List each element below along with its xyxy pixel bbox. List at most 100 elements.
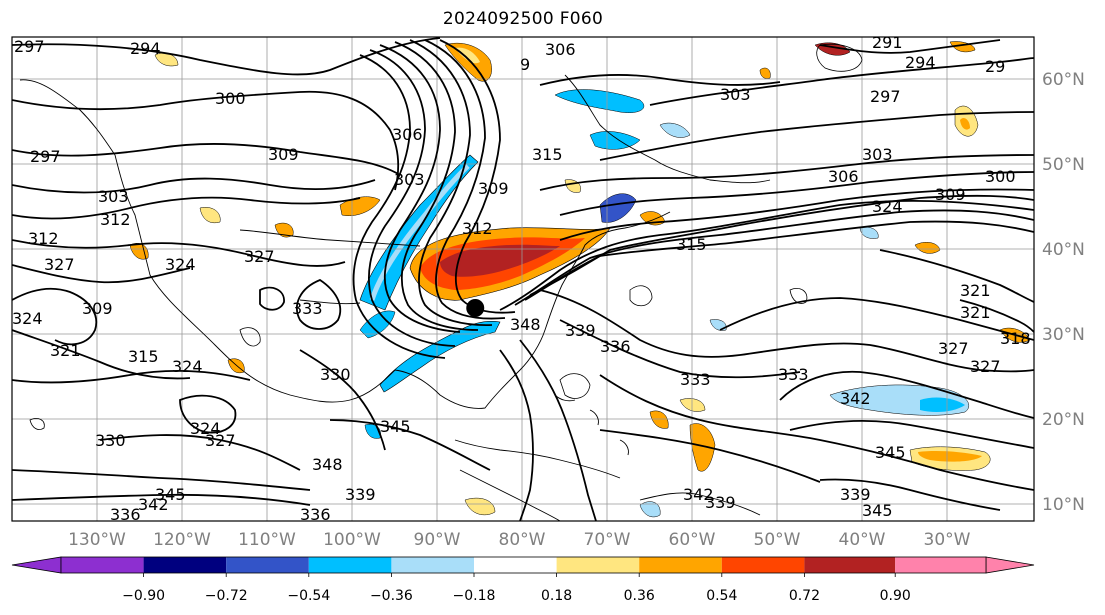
colorbar-tick-label: −0.90: [122, 588, 165, 604]
contour-label: 321: [960, 303, 991, 322]
colorbar-swatch: [226, 557, 309, 573]
contour-label: 315: [532, 145, 563, 164]
contour-label: 342: [138, 495, 169, 514]
contour-label: 330: [95, 431, 126, 450]
lon-label-120w: 120°W: [153, 530, 211, 550]
colorbar: −0.90 −0.72 −0.54 −0.36 −0.18 0.18 0.36 …: [11, 556, 1035, 604]
contour-label: 327: [44, 255, 75, 274]
lat-label-50n: 50°N: [1042, 155, 1085, 175]
colorbar-swatch: [391, 557, 474, 573]
contour-label: 339: [565, 321, 596, 340]
contour-label: 324: [172, 357, 203, 376]
storm-center-marker: [466, 299, 485, 317]
contour-label: 300: [985, 167, 1016, 186]
colorbar-tick-label: 0.36: [624, 588, 655, 604]
contour-label: 297: [14, 37, 45, 56]
contour-label: 333: [680, 370, 711, 389]
lon-label-60w: 60°W: [669, 530, 716, 550]
contour-label: 303: [862, 145, 893, 164]
contour-label: 309: [935, 185, 966, 204]
contour-label: 291: [872, 33, 903, 52]
colorbar-min-extend: [11, 556, 62, 574]
latitude-labels: 60°N 50°N 40°N 30°N 20°N 10°N: [1042, 70, 1085, 515]
contour-label: 327: [970, 357, 1001, 376]
contour-label: 336: [600, 337, 631, 356]
contour-label: 312: [462, 219, 493, 238]
colorbar-swatch: [895, 557, 986, 573]
colorbar-tick-label: −0.36: [370, 588, 413, 604]
lat-label-60n: 60°N: [1042, 70, 1085, 90]
contour-label: 345: [155, 485, 186, 504]
contour-label: 333: [778, 365, 809, 384]
contour-lines: [12, 37, 1034, 521]
map-frame: [11, 36, 1035, 522]
contour-label: 324: [190, 419, 221, 438]
longitude-labels: 130°W 120°W 110°W 100°W 90°W 80°W 70°W 6…: [68, 530, 971, 550]
contour-label: 312: [100, 210, 131, 229]
lon-label-70w: 70°W: [584, 530, 631, 550]
lon-label-110w: 110°W: [238, 530, 296, 550]
contour-label: 342: [840, 389, 871, 408]
colorbar-tick-label: 0.90: [880, 588, 911, 604]
lat-label-20n: 20°N: [1042, 410, 1085, 430]
colorbar-swatch: [556, 557, 640, 573]
contour-labels: 297 294 306 9 291 294 29 300 303 297 306…: [12, 33, 1031, 524]
colorbar-swatch: [804, 557, 896, 573]
contour-label: 327: [938, 339, 969, 358]
contour-label: 345: [380, 417, 411, 436]
colorbar-tick-label: 0.18: [541, 588, 572, 604]
lon-label-130w: 130°W: [68, 530, 126, 550]
colorbar-swatch: [143, 557, 227, 573]
contour-label: 303: [394, 170, 425, 189]
contour-label: 339: [345, 485, 376, 504]
contour-label: 315: [676, 235, 707, 254]
contour-label: 29: [985, 57, 1005, 76]
contour-label: 294: [130, 39, 161, 58]
contour-label: 339: [705, 493, 736, 512]
contour-label: 324: [165, 255, 196, 274]
contour-label: 327: [205, 431, 236, 450]
colorbar-swatch: [474, 557, 557, 573]
contour-label: 294: [905, 53, 936, 72]
contour-lines-thin: [29, 43, 863, 430]
contour-label: 330: [320, 365, 351, 384]
contour-label: 345: [862, 501, 893, 520]
contour-label: 327: [244, 247, 275, 266]
lat-label-10n: 10°N: [1042, 495, 1085, 515]
colorbar-tick-label: −0.18: [453, 588, 496, 604]
colorbar-swatch: [308, 557, 392, 573]
contour-label: 324: [12, 309, 43, 328]
contour-label: 324: [872, 197, 903, 216]
contour-label: 315: [128, 347, 159, 366]
graticule: [12, 37, 1034, 521]
contour-label: 309: [268, 145, 299, 164]
contour-label: 348: [510, 315, 541, 334]
lon-label-100w: 100°W: [323, 530, 381, 550]
lon-label-80w: 80°W: [499, 530, 546, 550]
contour-label: 321: [50, 341, 81, 360]
contour-label: 333: [292, 299, 323, 318]
colorbar-swatch: [721, 557, 805, 573]
map-title: 2024092500 F060: [442, 9, 604, 29]
colorbar-tick-label: 0.54: [706, 588, 737, 604]
contour-label: 297: [870, 87, 901, 106]
lon-label-50w: 50°W: [754, 530, 801, 550]
contour-label: 9: [520, 55, 530, 74]
contour-label: 339: [840, 485, 871, 504]
contour-label: 303: [720, 85, 751, 104]
lon-label-90w: 90°W: [414, 530, 461, 550]
contour-label: 345: [875, 443, 906, 462]
contour-label: 297: [30, 147, 61, 166]
contour-label: 348: [312, 455, 343, 474]
colorbar-max-extend: [985, 556, 1035, 574]
contour-label: 318: [1000, 329, 1031, 348]
contour-label: 303: [98, 187, 129, 206]
colorbar-tick-label: −0.72: [205, 588, 248, 604]
contour-label: 306: [828, 167, 859, 186]
contour-label: 306: [392, 125, 423, 144]
contour-label: 306: [545, 40, 576, 59]
colorbar-swatch: [639, 557, 722, 573]
contour-label: 336: [110, 505, 141, 524]
colorbar-tick-label: −0.54: [287, 588, 330, 604]
